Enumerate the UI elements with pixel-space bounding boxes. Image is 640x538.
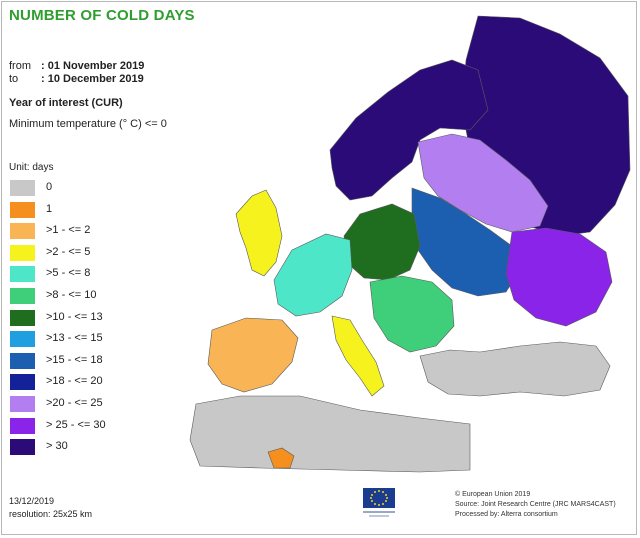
legend-label: 1 — [46, 202, 53, 215]
legend-swatch — [10, 266, 35, 283]
temperature-criterion: Minimum temperature (° C) <= 0 — [9, 118, 167, 130]
region-western-russia — [417, 133, 549, 233]
period-to: to : 10 December 2019 — [9, 73, 144, 85]
region-scandinavia — [329, 59, 489, 201]
legend-label: > 30 — [46, 440, 68, 453]
issue-date: 13/12/2019 — [9, 496, 55, 506]
credits: © European Union 2019 Source: Joint Rese… — [455, 490, 616, 520]
legend-swatch — [10, 244, 35, 261]
legend-swatch — [10, 223, 35, 240]
legend-label: >18 - <= 20 — [46, 375, 103, 388]
region-south-russia — [505, 227, 613, 327]
to-value: : 10 December 2019 — [41, 73, 144, 85]
region-southeast — [419, 341, 611, 397]
legend-label: >13 - <= 15 — [46, 332, 103, 345]
period-from: from : 01 November 2019 — [9, 60, 144, 72]
region-north-africa — [189, 395, 471, 473]
legend-swatch — [10, 417, 35, 434]
region-africa-spots — [267, 447, 295, 469]
legend-unit: Unit: days — [9, 162, 54, 173]
legend-swatch — [10, 352, 35, 369]
legend-swatch — [10, 374, 35, 391]
year-of-interest: Year of interest (CUR) — [9, 97, 123, 109]
legend-label: >5 - <= 8 — [46, 267, 91, 280]
from-label: from — [9, 60, 31, 72]
legend-label: > 25 - <= 30 — [46, 418, 106, 431]
to-label: to — [9, 73, 19, 85]
legend-swatch — [10, 439, 35, 456]
credit-copyright: © European Union 2019 — [455, 491, 531, 498]
resolution: resolution: 25x25 km — [9, 509, 93, 519]
legend-label: >1 - <= 2 — [46, 224, 91, 237]
legend-label: >2 - <= 5 — [46, 245, 91, 258]
eu-flag-logo — [363, 488, 395, 517]
region-british-isles — [235, 189, 283, 277]
legend-swatch — [10, 331, 35, 348]
legend-swatch — [10, 180, 35, 196]
legend-label: >15 - <= 18 — [46, 353, 103, 366]
from-value: : 01 November 2019 — [41, 60, 145, 72]
legend-label: >8 - <= 10 — [46, 288, 97, 301]
legend-label: >20 - <= 25 — [46, 396, 103, 409]
legend-label: >10 - <= 13 — [46, 310, 103, 323]
region-balkans — [369, 275, 455, 353]
credit-source: Source: Joint Research Centre (JRC MARS4… — [455, 501, 616, 508]
region-central-europe — [343, 203, 421, 281]
region-western-central — [273, 233, 353, 317]
legend-label: 0 — [46, 181, 53, 193]
credit-processed: Processed by: Alterra consortium — [455, 511, 558, 518]
map-title: NUMBER OF COLD DAYS — [9, 7, 195, 24]
region-iberia — [207, 317, 299, 393]
legend-swatch — [10, 309, 35, 326]
legend-swatch — [10, 395, 35, 412]
region-italy — [331, 315, 385, 397]
legend-swatch — [10, 201, 35, 218]
legend-swatch — [10, 287, 35, 304]
